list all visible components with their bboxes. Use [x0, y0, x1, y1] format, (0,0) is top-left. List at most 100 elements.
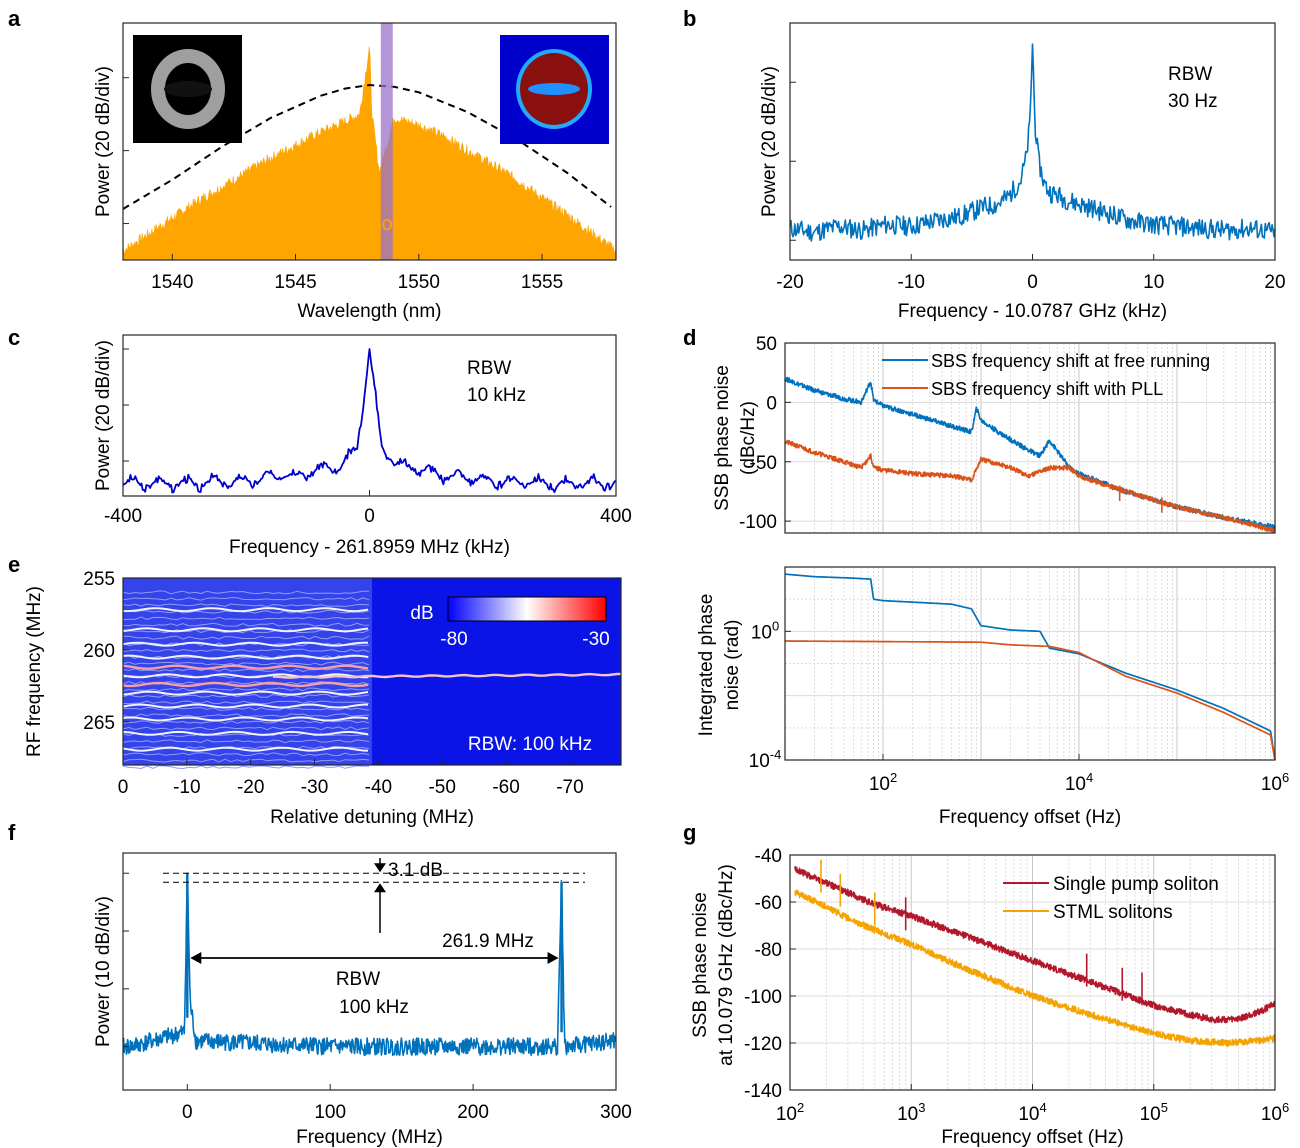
camera-inset-node [164, 81, 212, 97]
annotation-rbw-f: RBW [336, 969, 380, 990]
axes-frame-d1 [784, 342, 1276, 534]
x-tick-label-e-6: -60 [492, 777, 519, 798]
heatmap-noise-line-16 [122, 694, 370, 698]
phase-noise-trace-d1-0 [784, 376, 1276, 530]
legend-label-g-1: STML solitons [1053, 902, 1173, 923]
y-tick-label-g-2: -80 [755, 940, 782, 961]
x-tick-label-e-0: 0 [118, 777, 129, 798]
breather-line-2 [122, 641, 369, 647]
mode-profile-camera-inset [133, 35, 242, 143]
annotation-rbw-b: RBW [1168, 64, 1212, 85]
axes-frame-a [122, 22, 617, 261]
spectrum-trace-f [122, 872, 617, 1057]
annotation-power-difference: 3.1 dB [388, 860, 443, 881]
y-tick-label-d1-0: 50 [756, 334, 777, 355]
spacing-arrow-left [190, 952, 202, 964]
colorbar-max-label: -30 [582, 629, 609, 650]
x-tick-label-e-4: -40 [365, 777, 392, 798]
x-tick-label-a-2: 1550 [398, 272, 440, 293]
x-tick-label-a-0: 1540 [151, 272, 193, 293]
y-tick-label-d2-1: 10-4 [749, 747, 782, 772]
y-axis-unit-d1: (dBc/Hz) [738, 401, 759, 475]
panel-label-e: e [8, 552, 20, 577]
axes-frame-d2 [784, 566, 1276, 761]
arrow-head-down [374, 863, 386, 873]
breather-line-5 [122, 673, 369, 679]
y-tick-label-d1-3: -100 [739, 512, 777, 533]
annotation-rbw-value-c: 10 kHz [467, 385, 526, 406]
y-axis-label-d2: Integrated phase [696, 594, 717, 737]
integrated-noise-trace-d2-1 [784, 640, 1276, 761]
x-tick-label-d2-1: 104 [1065, 770, 1093, 795]
x-tick-label-g-2: 104 [1018, 1100, 1046, 1125]
y-tick-label-g-0: -40 [755, 846, 782, 867]
y-axis-label-f: Power (10 dB/div) [93, 896, 114, 1047]
y-tick-label-e-1: 260 [83, 641, 115, 662]
y-tick-label-g-4: -120 [744, 1034, 782, 1055]
heatmap-noise-line-6 [122, 629, 370, 634]
x-tick-label-e-1: -10 [173, 777, 200, 798]
heatmap-noise-line-27 [122, 765, 370, 769]
breather-line-10 [122, 730, 369, 736]
breather-line-8 [122, 703, 368, 709]
annotation-rbw-value-b: 30 Hz [1168, 91, 1218, 112]
x-tick-label-b-0: -20 [776, 272, 803, 293]
y-axis-label-d1: SSB phase noise [712, 365, 733, 511]
heatmap-noise-line-9 [122, 648, 370, 653]
annotation-rbw-e: RBW: 100 kHz [468, 734, 592, 755]
x-tick-label-a-1: 1545 [274, 272, 316, 293]
x-axis-label-g: Frequency offset (Hz) [941, 1127, 1123, 1148]
breather-line-9 [122, 716, 369, 722]
y-axis-label-a: Power (20 dB/div) [93, 66, 114, 217]
camera-inset-ring [151, 49, 225, 129]
heatmap-noise-line-19 [122, 713, 370, 718]
x-tick-label-e-5: -50 [428, 777, 455, 798]
x-tick-label-c-2: 400 [600, 506, 632, 527]
heatmap-noise-line-4 [122, 616, 370, 621]
legend-label-g-0: Single pump soliton [1053, 874, 1219, 895]
axes-frame-f [122, 852, 617, 1091]
mode-profile-heatmap-inset [500, 35, 609, 144]
y-tick-label-g-3: -100 [744, 987, 782, 1008]
y-tick-label-g-1: -60 [755, 893, 782, 914]
x-tick-label-g-4: 106 [1261, 1100, 1289, 1125]
spacing-arrow-right [547, 952, 559, 964]
legend-label-d1-0: SBS frequency shift at free running [931, 351, 1210, 371]
panel-label-b: b [683, 6, 696, 31]
x-tick-label-f-2: 200 [457, 1102, 489, 1123]
x-tick-label-f-1: 100 [314, 1102, 346, 1123]
phase-noise-trace-d1-1 [784, 439, 1276, 534]
beatnote-trace-b [789, 43, 1276, 242]
x-axis-label-c: Frequency - 261.8959 MHz (kHz) [229, 537, 510, 558]
y-axis-unit-d2: noise (rad) [722, 620, 743, 711]
y-tick-label-d1-2: -50 [750, 453, 777, 474]
integrated-noise-trace-d2-0 [784, 573, 1276, 761]
heatmap-noise-line-26 [122, 758, 370, 763]
x-tick-label-d2-2: 106 [1261, 770, 1289, 795]
heatmap-noise-line-7 [122, 635, 370, 640]
x-tick-label-e-2: -20 [237, 777, 264, 798]
x-axis-label-f: Frequency (MHz) [296, 1127, 443, 1148]
soliton-spectrum [122, 46, 617, 261]
x-tick-label-g-1: 103 [897, 1100, 925, 1125]
y-axis-label-c: Power (20 dB/div) [93, 340, 114, 491]
arrow-head-up [374, 883, 386, 893]
heatmap-noise-line-11 [122, 661, 370, 666]
x-tick-label-b-3: 10 [1143, 272, 1164, 293]
colorbar-label: dB [410, 603, 433, 624]
y-tick-label-g-5: -140 [744, 1081, 782, 1102]
y-tick-label-d1-1: 0 [766, 393, 777, 414]
heatmap-inset-node [528, 83, 580, 95]
heatmap-noise-line-12 [122, 668, 370, 672]
axes-frame-c [122, 334, 617, 497]
heatmap-noise-line-21 [122, 726, 370, 731]
phase-noise-trace-g-1 [794, 889, 1276, 1047]
breather-line-7 [122, 690, 369, 696]
heatmap-noise-line-0 [122, 590, 369, 595]
axes-frame-e [122, 577, 622, 766]
panel-label-c: c [8, 325, 20, 350]
breather-line-0 [122, 607, 369, 613]
x-tick-label-d2-0: 102 [869, 770, 897, 795]
heatmap-noise-line-17 [122, 700, 370, 705]
